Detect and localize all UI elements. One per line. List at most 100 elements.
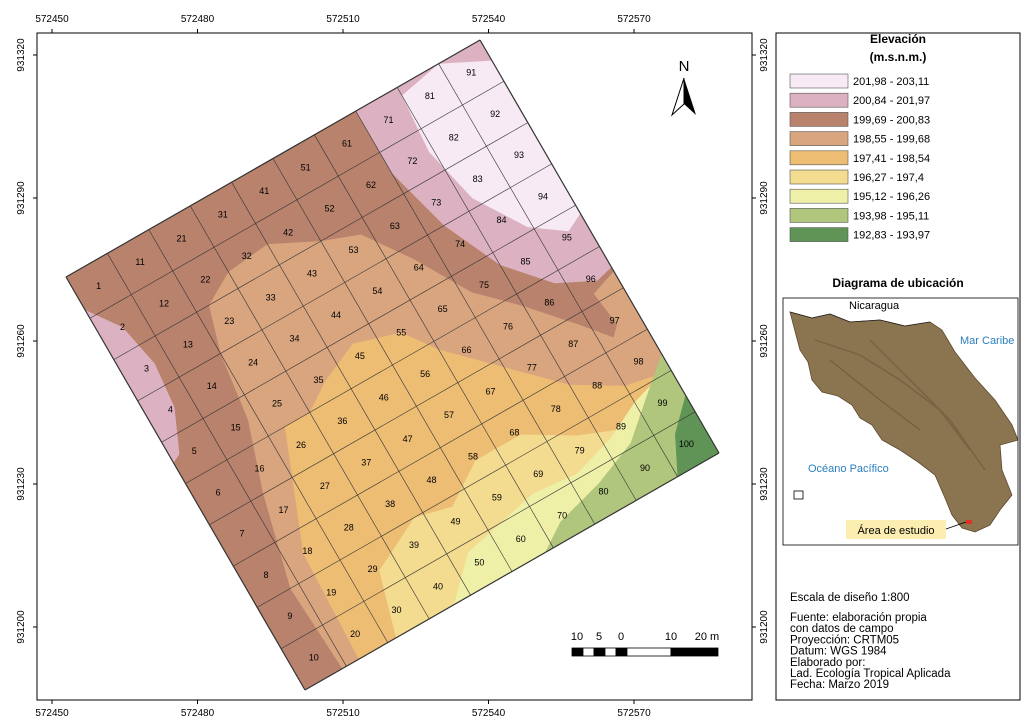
legend-label: 192,83 - 193,97 bbox=[853, 230, 930, 242]
cell-label: 76 bbox=[503, 321, 513, 331]
note-line: Proyección: CRTM05 bbox=[790, 634, 899, 646]
y-tick-label: 931320 bbox=[759, 38, 770, 72]
cell-label: 54 bbox=[372, 286, 382, 296]
cell-label: 62 bbox=[366, 180, 376, 190]
cell-label: 5 bbox=[192, 446, 197, 456]
cell-label: 75 bbox=[479, 280, 489, 290]
scale-segment bbox=[594, 648, 605, 656]
scale-label: 10 bbox=[571, 631, 583, 643]
cell-label: 69 bbox=[533, 469, 543, 479]
scale-label: 5 bbox=[596, 631, 602, 643]
legend-label: 195,12 - 196,26 bbox=[853, 191, 930, 203]
cell-label: 11 bbox=[135, 257, 144, 267]
cell-label: 81 bbox=[425, 91, 435, 101]
scale-segment bbox=[572, 648, 583, 656]
x-tick-label: 572510 bbox=[326, 708, 360, 719]
y-tick-label: 931320 bbox=[16, 38, 27, 72]
cell-label: 33 bbox=[266, 292, 276, 302]
cell-label: 27 bbox=[320, 481, 330, 491]
label-pacifico: Océano Pacífico bbox=[808, 463, 889, 475]
cell-label: 45 bbox=[355, 351, 365, 361]
cell-label: 99 bbox=[657, 398, 667, 408]
cell-label: 63 bbox=[390, 221, 400, 231]
cell-label: 26 bbox=[296, 440, 306, 450]
x-tick-label: 572540 bbox=[472, 708, 506, 719]
cell-label: 70 bbox=[557, 510, 567, 520]
inset-small-box bbox=[794, 491, 803, 499]
cell-label: 22 bbox=[200, 275, 210, 285]
cell-label: 3 bbox=[144, 363, 149, 373]
y-tick-label: 931200 bbox=[16, 610, 27, 644]
cell-label: 8 bbox=[263, 570, 268, 580]
cell-label: 95 bbox=[562, 233, 572, 243]
note-line: Fuente: elaboración propia bbox=[790, 612, 927, 624]
note-line: con datos de campo bbox=[790, 623, 894, 635]
cell-label: 94 bbox=[538, 191, 548, 201]
cell-label: 71 bbox=[383, 115, 393, 125]
cell-label: 28 bbox=[344, 523, 354, 533]
cell-label: 85 bbox=[520, 256, 530, 266]
cell-label: 98 bbox=[634, 357, 644, 367]
cell-label: 15 bbox=[231, 422, 241, 432]
cell-label: 82 bbox=[449, 133, 459, 143]
cell-label: 67 bbox=[485, 386, 495, 396]
cell-label: 4 bbox=[168, 405, 173, 415]
legend-title: Elevación bbox=[870, 32, 926, 46]
cell-label: 40 bbox=[433, 581, 443, 591]
cell-label: 1 bbox=[96, 281, 101, 291]
cell-label: 57 bbox=[444, 410, 454, 420]
cell-label: 49 bbox=[450, 516, 460, 526]
cell-label: 23 bbox=[224, 316, 234, 326]
cell-label: 46 bbox=[379, 393, 389, 403]
cell-label: 25 bbox=[272, 399, 282, 409]
y-tick-label: 931260 bbox=[759, 324, 770, 358]
x-tick-label: 572510 bbox=[326, 14, 360, 25]
scale-label: 10 bbox=[665, 631, 677, 643]
y-tick-label: 931230 bbox=[16, 467, 27, 501]
cell-label: 64 bbox=[414, 263, 424, 273]
cell-label: 59 bbox=[492, 493, 502, 503]
legend-swatch bbox=[790, 228, 848, 242]
cell-label: 61 bbox=[342, 139, 352, 149]
cell-label: 78 bbox=[551, 404, 561, 414]
x-tick-label: 572480 bbox=[181, 708, 215, 719]
cell-label: 42 bbox=[283, 227, 293, 237]
cell-label: 12 bbox=[159, 298, 169, 308]
cell-label: 92 bbox=[490, 109, 500, 119]
cell-label: 58 bbox=[468, 451, 478, 461]
cell-label: 29 bbox=[368, 564, 378, 574]
cell-label: 66 bbox=[462, 345, 472, 355]
cell-label: 17 bbox=[278, 505, 288, 515]
legend-label: 196,27 - 197,4 bbox=[853, 172, 924, 184]
cell-label: 19 bbox=[326, 588, 336, 598]
label-nicaragua: Nicaragua bbox=[849, 300, 900, 312]
cell-label: 35 bbox=[313, 375, 323, 385]
legend-swatch bbox=[790, 189, 848, 203]
cell-label: 32 bbox=[242, 251, 252, 261]
cell-label: 55 bbox=[396, 328, 406, 338]
note-line: Escala de diseño 1:800 bbox=[790, 592, 910, 604]
cell-label: 24 bbox=[248, 357, 258, 367]
legend-label: 199,69 - 200,83 bbox=[853, 114, 930, 126]
cell-label: 44 bbox=[331, 310, 341, 320]
cell-label: 86 bbox=[544, 298, 554, 308]
cell-label: 39 bbox=[409, 540, 419, 550]
cell-label: 84 bbox=[497, 215, 507, 225]
cell-label: 97 bbox=[610, 315, 620, 325]
legend-swatch bbox=[790, 132, 848, 146]
cell-label: 89 bbox=[616, 422, 626, 432]
location-title: Diagrama de ubicación bbox=[832, 276, 963, 290]
cell-label: 51 bbox=[301, 162, 311, 172]
y-tick-label: 931290 bbox=[16, 181, 27, 215]
cell-label: 36 bbox=[337, 416, 347, 426]
cell-label: 90 bbox=[640, 463, 650, 473]
scale-label: 0 bbox=[618, 631, 624, 643]
cell-label: 74 bbox=[455, 239, 465, 249]
legend-swatch bbox=[790, 151, 848, 165]
cell-label: 88 bbox=[592, 380, 602, 390]
scale-segment bbox=[627, 648, 671, 656]
cell-label: 73 bbox=[431, 198, 441, 208]
legend-swatch bbox=[790, 208, 848, 222]
cell-label: 77 bbox=[527, 363, 537, 373]
cell-label: 53 bbox=[348, 245, 358, 255]
